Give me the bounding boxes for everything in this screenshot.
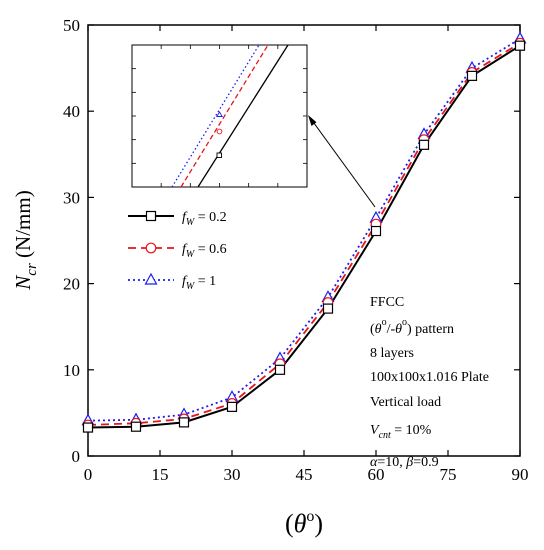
legend-label: fW = 1: [182, 274, 216, 292]
x-tick-label: 75: [440, 465, 457, 484]
annotation-line-7: α=10, β=0.9: [370, 455, 439, 470]
inset-zoom: [131, 44, 308, 188]
zoom-arrow: [308, 115, 376, 208]
legend-label: fW = 0.2: [182, 210, 227, 228]
x-tick-label: 90: [512, 465, 529, 484]
data-point-square: [274, 364, 286, 375]
annotation-line-3: 8 layers: [370, 346, 414, 361]
y-tick-label: 0: [72, 447, 81, 466]
legend-marker: [144, 272, 158, 285]
legend-label: fW = 0.6: [182, 242, 227, 260]
annotation-line-4: 100x100x1.016 Plate: [370, 370, 489, 385]
annotation-line-2: (θo/-θo) pattern: [370, 317, 454, 337]
inset-line-fw-0-2: [197, 44, 289, 188]
annotation-block: FFCC (θo/-θo) pattern 8 layers 100x100x1…: [370, 295, 489, 470]
annotation-line-6: Vcnt = 10%: [370, 423, 432, 441]
y-tick-label: 30: [63, 188, 80, 207]
inset-ticks: [132, 45, 307, 187]
x-ticks: 0 15 30 45 60 75 90: [84, 25, 529, 484]
y-tick-label: 10: [63, 361, 80, 380]
y-ticks: 0 10 20 30 40 50: [63, 16, 520, 466]
x-tick-label: 30: [224, 465, 241, 484]
series-layer: [81, 31, 527, 433]
legend-marker: [145, 242, 157, 254]
y-tick-label: 40: [63, 102, 80, 121]
data-point-square: [322, 303, 334, 314]
y-axis-title: Ncr (N/mm): [11, 190, 40, 290]
inset-marker-circle: [216, 128, 223, 135]
inset-line-fw-0-6: [180, 44, 269, 188]
inset-marker-triangle: [216, 111, 223, 117]
legend-marker: [145, 210, 157, 222]
x-tick-label: 15: [152, 465, 169, 484]
series-line-triangle: [87, 38, 521, 422]
series-line-square: [87, 44, 521, 429]
x-axis-title: (θo): [285, 508, 323, 538]
x-tick-label: 0: [84, 465, 93, 484]
data-point-square: [226, 401, 238, 412]
data-point-square: [82, 422, 94, 433]
data-point-square: [130, 421, 142, 432]
data-point-square: [514, 40, 526, 51]
legend: fW = 0.2 fW = 0.6 fW = 1: [128, 210, 227, 292]
annotation-line-1: FFCC: [370, 295, 404, 310]
data-point-square: [178, 417, 190, 428]
x-tick-label: 60: [368, 465, 385, 484]
series-line-circle: [87, 42, 521, 426]
x-tick-label: 45: [296, 465, 313, 484]
y-tick-label: 20: [63, 275, 80, 294]
y-tick-label: 50: [63, 16, 80, 35]
data-point-square: [370, 225, 382, 237]
data-point-square: [466, 70, 478, 81]
data-point-square: [418, 139, 430, 150]
annotation-line-5: Vertical load: [370, 395, 441, 410]
inset-marker-square: [216, 152, 222, 158]
